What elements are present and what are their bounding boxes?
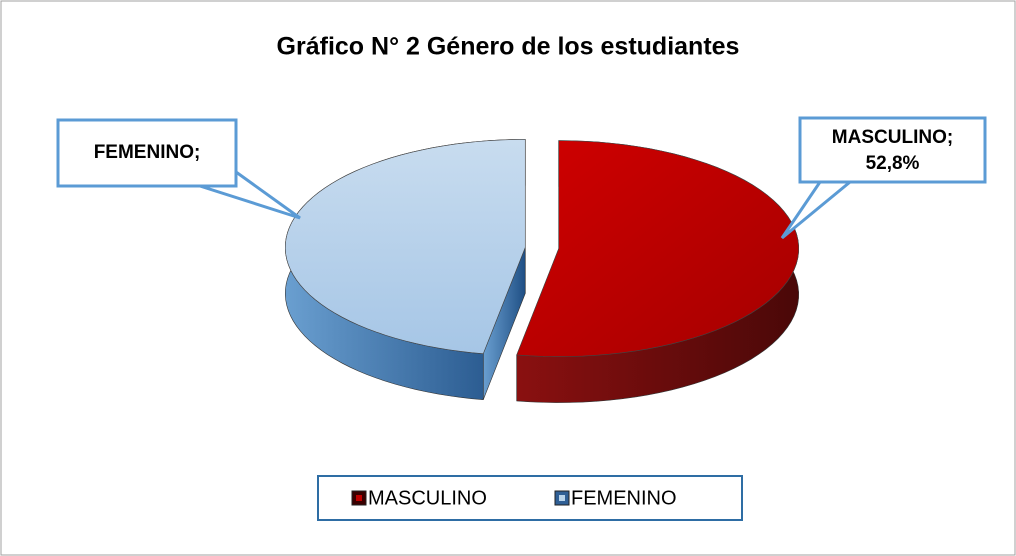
legend-swatch-inner: [356, 495, 362, 501]
slice: [284, 139, 526, 401]
callout-box: [798, 116, 987, 184]
legend-box: [317, 475, 743, 521]
slice: [516, 140, 799, 357]
legend: MASCULINO FEMENINO: [351, 487, 677, 509]
data-label-value: 52,8%: [866, 153, 920, 174]
callout-box: [56, 118, 238, 188]
legend-label: FEMENINO: [571, 487, 677, 509]
slice: [516, 140, 799, 403]
callouts: MASCULINO; 52,8% FEMENINO;: [56, 116, 987, 240]
chart-title: Gráfico N° 2 Género de los estudiantes: [277, 33, 740, 61]
data-label: MASCULINO;: [832, 127, 953, 148]
legend-label: MASCULINO: [368, 487, 487, 509]
pie: [284, 139, 799, 403]
legend-swatch-inner: [559, 495, 565, 501]
data-label: FEMENINO;: [94, 142, 201, 163]
slice: [284, 139, 526, 355]
